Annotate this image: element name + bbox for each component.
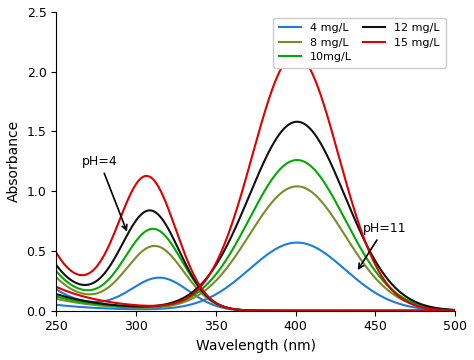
8 mg/L [294, 184, 300, 189]
12 mg/L [441, 307, 447, 311]
Y-axis label: Absorbance: Absorbance [7, 120, 21, 202]
Text: pH=11: pH=11 [359, 222, 406, 269]
4 mg/L [294, 240, 300, 245]
15 mg/L [237, 198, 242, 202]
15 mg/L [74, 292, 80, 297]
15 mg/L [247, 161, 253, 166]
15 mg/L [54, 285, 59, 289]
10mg/L [294, 158, 300, 162]
4 mg/L [54, 303, 59, 307]
4 mg/L [368, 288, 374, 292]
8 mg/L [247, 231, 253, 236]
15 mg/L [292, 53, 298, 57]
12 mg/L [74, 297, 80, 302]
10mg/L [237, 235, 242, 239]
8 mg/L [441, 307, 447, 312]
Line: 15 mg/L: 15 mg/L [56, 55, 455, 310]
15 mg/L [368, 252, 374, 257]
4 mg/L [441, 308, 447, 312]
Line: 8 mg/L: 8 mg/L [56, 186, 455, 310]
10mg/L [54, 294, 59, 298]
10mg/L [368, 262, 374, 266]
8 mg/L [441, 307, 447, 312]
8 mg/L [452, 308, 458, 312]
10mg/L [452, 308, 458, 312]
4 mg/L [247, 266, 253, 271]
15 mg/L [441, 308, 447, 312]
4 mg/L [441, 308, 447, 312]
Line: 10mg/L: 10mg/L [56, 160, 455, 310]
4 mg/L [237, 275, 242, 280]
8 mg/L [74, 301, 80, 305]
12 mg/L [247, 192, 253, 196]
12 mg/L [237, 216, 242, 221]
X-axis label: Wavelength (nm): Wavelength (nm) [196, 339, 316, 353]
10mg/L [441, 307, 447, 311]
15 mg/L [441, 308, 447, 312]
Text: pH=4: pH=4 [82, 155, 127, 230]
Legend: 4 mg/L, 8 mg/L, 10mg/L, 12 mg/L, 15 mg/L: 4 mg/L, 8 mg/L, 10mg/L, 12 mg/L, 15 mg/L [273, 18, 446, 68]
12 mg/L [452, 308, 458, 312]
10mg/L [74, 299, 80, 303]
12 mg/L [368, 250, 374, 255]
12 mg/L [54, 292, 59, 296]
15 mg/L [452, 308, 458, 312]
4 mg/L [74, 305, 80, 309]
8 mg/L [237, 248, 242, 252]
12 mg/L [441, 307, 447, 311]
8 mg/L [368, 270, 374, 274]
10mg/L [441, 307, 447, 311]
Line: 12 mg/L: 12 mg/L [56, 122, 455, 310]
12 mg/L [294, 120, 300, 124]
10mg/L [247, 215, 253, 220]
8 mg/L [54, 297, 59, 301]
4 mg/L [452, 308, 458, 312]
Line: 4 mg/L: 4 mg/L [56, 243, 455, 310]
